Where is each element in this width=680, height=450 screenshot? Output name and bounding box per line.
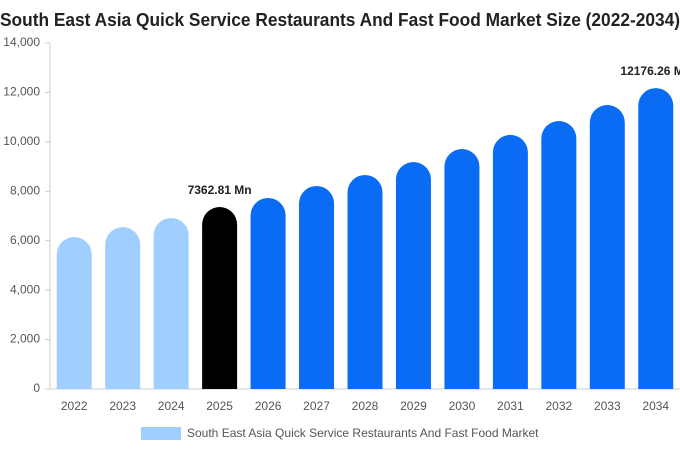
bar bbox=[202, 207, 238, 389]
bar bbox=[56, 237, 92, 389]
x-tick-label: 2032 bbox=[545, 399, 572, 413]
legend-label: South East Asia Quick Service Restaurant… bbox=[187, 426, 539, 440]
y-tick-label: 12,000 bbox=[3, 85, 40, 99]
bar bbox=[105, 227, 141, 389]
bar bbox=[444, 149, 480, 389]
x-tick-label: 2028 bbox=[352, 399, 379, 413]
y-tick-label: 4,000 bbox=[10, 282, 40, 296]
x-tick-label: 2033 bbox=[594, 399, 621, 413]
chart-title: South East Asia Quick Service Restaurant… bbox=[0, 10, 680, 30]
bar bbox=[250, 197, 286, 389]
x-tick-label: 2034 bbox=[642, 399, 669, 413]
bar bbox=[153, 217, 189, 389]
bar bbox=[638, 88, 674, 389]
y-tick-label: 2,000 bbox=[10, 332, 40, 346]
x-tick-label: 2025 bbox=[206, 399, 233, 413]
y-tick-label: 8,000 bbox=[10, 183, 40, 197]
legend-swatch bbox=[141, 427, 181, 440]
x-tick-label: 2024 bbox=[158, 399, 185, 413]
bar bbox=[541, 120, 577, 389]
y-tick-label: 6,000 bbox=[10, 233, 40, 247]
bar bbox=[395, 161, 431, 389]
y-tick-label: 10,000 bbox=[3, 134, 40, 148]
bar bbox=[589, 105, 625, 389]
x-tick-label: 2030 bbox=[449, 399, 476, 413]
x-tick-label: 2023 bbox=[109, 399, 136, 413]
bar bbox=[347, 174, 383, 389]
x-tick-label: 2031 bbox=[497, 399, 524, 413]
x-tick-label: 2026 bbox=[255, 399, 282, 413]
x-tick-label: 2029 bbox=[400, 399, 427, 413]
x-tick-label: 2022 bbox=[61, 399, 88, 413]
value-label: 12176.26 Mn bbox=[620, 64, 680, 78]
bar bbox=[299, 185, 335, 389]
y-tick-label: 14,000 bbox=[3, 35, 40, 49]
y-tick-label: 0 bbox=[33, 381, 40, 395]
x-tick-label: 2027 bbox=[303, 399, 330, 413]
bar bbox=[492, 134, 528, 389]
value-label: 7362.81 Mn bbox=[188, 183, 252, 197]
